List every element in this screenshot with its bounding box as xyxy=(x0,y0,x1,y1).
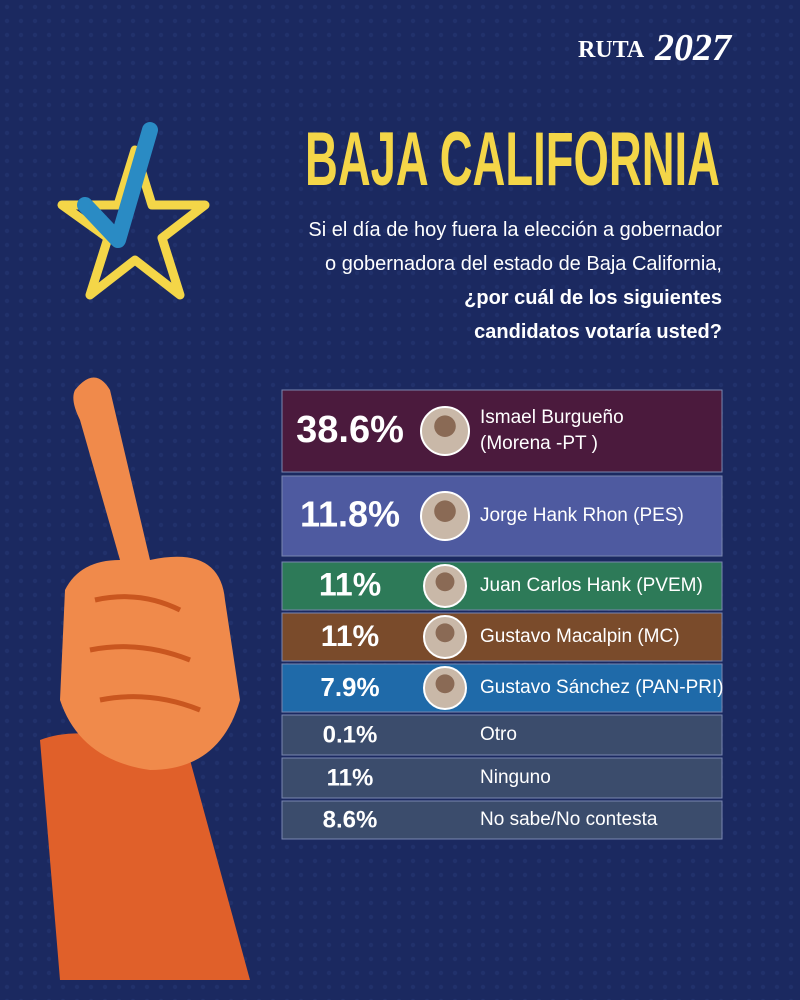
result-name: Ismael Burgueño xyxy=(480,407,624,428)
result-percent: 11% xyxy=(321,620,379,653)
result-row xyxy=(281,714,723,756)
result-percent: 11% xyxy=(319,566,381,602)
hand-illustration xyxy=(40,377,250,980)
result-name: Juan Carlos Hank (PVEM) xyxy=(480,575,703,596)
result-row xyxy=(281,612,723,662)
check-icon xyxy=(77,122,158,248)
result-name: (Morena -PT ) xyxy=(480,433,598,454)
candidate-photo-head xyxy=(435,674,455,694)
title: BAJA CALIFORNIA xyxy=(305,117,720,202)
candidate-photo-head xyxy=(434,415,456,438)
result-row xyxy=(281,561,723,611)
result-percent: 0.1% xyxy=(323,721,378,748)
result-percent: 11.8% xyxy=(300,494,400,535)
result-name: Ninguno xyxy=(480,767,551,788)
brand-year: 2027 xyxy=(654,27,733,69)
result-name: Gustavo Macalpin (MC) xyxy=(480,626,680,647)
result-name: Jorge Hank Rhon (PES) xyxy=(480,505,684,526)
question-line: ¿por cuál de los siguientes xyxy=(464,287,722,309)
result-percent: 11% xyxy=(327,764,374,791)
result-row xyxy=(281,663,723,713)
question-line: candidatos votaría usted? xyxy=(474,321,722,343)
question-line: Si el día de hoy fuera la elección a gob… xyxy=(308,219,722,241)
result-row xyxy=(281,757,723,799)
candidate-photo-head xyxy=(435,623,455,643)
result-percent: 7.9% xyxy=(320,672,379,702)
candidate-photo-head xyxy=(435,572,455,592)
candidate-photo-head xyxy=(434,500,456,522)
result-percent: 38.6% xyxy=(296,409,404,451)
question-line: o gobernadora del estado de Baja Califor… xyxy=(325,253,722,275)
result-row xyxy=(281,389,723,473)
result-row xyxy=(281,800,723,840)
result-name: Otro xyxy=(480,724,517,745)
result-percent: 8.6% xyxy=(323,806,378,833)
result-row xyxy=(281,475,723,557)
result-name: Gustavo Sánchez (PAN-PRI) xyxy=(480,677,724,698)
brand-word: RUTA xyxy=(578,37,645,63)
result-name: No sabe/No contesta xyxy=(480,809,658,830)
